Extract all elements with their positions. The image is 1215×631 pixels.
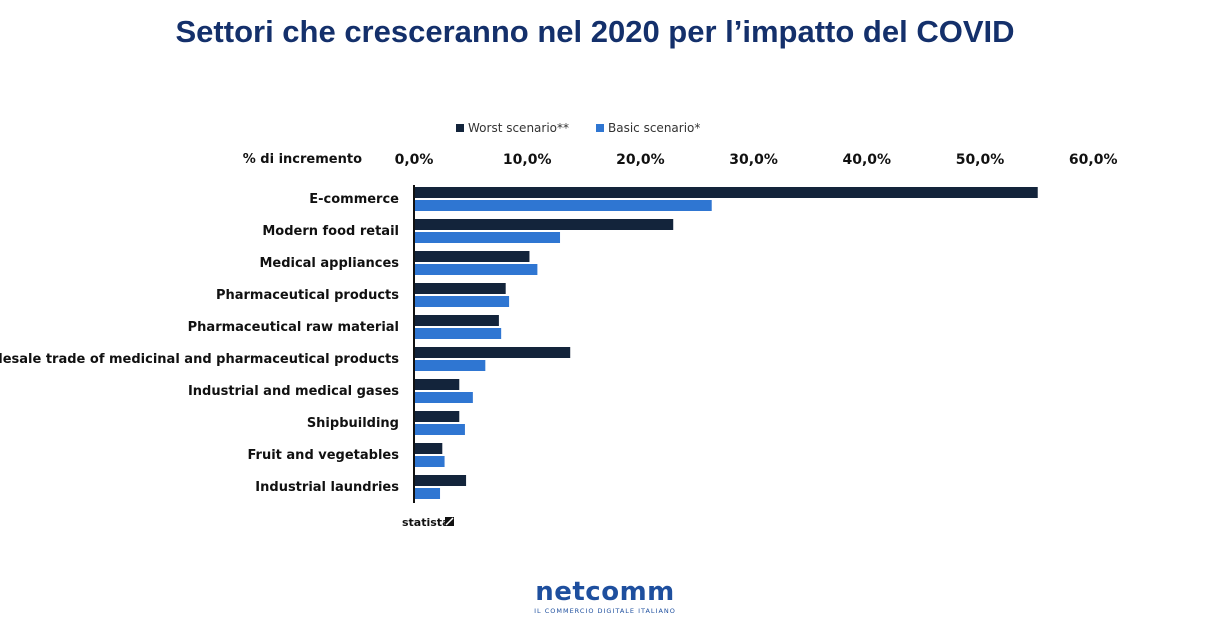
source-label: statista xyxy=(402,516,450,529)
bar-basic-scenario xyxy=(415,296,510,307)
category-label: Modern food retail xyxy=(262,224,399,239)
bar-basic-scenario xyxy=(415,392,473,403)
bar-basic-scenario xyxy=(415,360,486,371)
netcomm-logo: netcomm IL COMMERCIO DIGITALE ITALIANO xyxy=(520,578,690,616)
x-tick-label: 60,0% xyxy=(1069,152,1118,168)
bar-worst-scenario xyxy=(415,219,674,230)
logo-tagline: IL COMMERCIO DIGITALE ITALIANO xyxy=(534,607,676,615)
category-label: Fruit and vegetables xyxy=(248,448,400,463)
category-label: Industrial laundries xyxy=(255,480,399,495)
logo-wordmark: netcomm xyxy=(535,577,675,607)
category-label: Shipbuilding xyxy=(307,416,399,431)
legend-swatch-worst xyxy=(456,124,464,132)
x-tick-label: 40,0% xyxy=(843,152,892,168)
x-tick-label: 50,0% xyxy=(956,152,1005,168)
bar-worst-scenario xyxy=(415,187,1038,198)
bar-basic-scenario xyxy=(415,232,561,243)
bar-basic-scenario xyxy=(415,424,465,435)
category-label: Industrial and medical gases xyxy=(188,384,399,399)
x-tick-label: 0,0% xyxy=(395,152,434,168)
category-label: Medical appliances xyxy=(259,256,399,271)
x-tick-label: 10,0% xyxy=(503,152,552,168)
bar-worst-scenario xyxy=(415,379,460,390)
bar-basic-scenario xyxy=(415,456,445,467)
x-tick-label: 30,0% xyxy=(729,152,778,168)
category-label: Pharmaceutical raw material xyxy=(188,320,399,335)
bar-worst-scenario xyxy=(415,315,499,326)
bar-basic-scenario xyxy=(415,328,502,339)
bar-basic-scenario xyxy=(415,200,712,211)
bar-worst-scenario xyxy=(415,347,571,358)
x-tick-label: 20,0% xyxy=(616,152,665,168)
bar-worst-scenario xyxy=(415,443,443,454)
bar-worst-scenario xyxy=(415,475,467,486)
category-label: Pharmaceutical products xyxy=(216,288,399,303)
x-axis-title: % di incremento xyxy=(243,152,362,167)
bar-worst-scenario xyxy=(415,283,506,294)
category-label: E-commerce xyxy=(309,192,399,207)
bar-worst-scenario xyxy=(415,411,460,422)
legend-label-worst: Worst scenario** xyxy=(468,121,569,135)
legend-swatch-basic xyxy=(596,124,604,132)
bar-basic-scenario xyxy=(415,488,441,499)
bar-chart: Worst scenario** Basic scenario* % di incr… xyxy=(0,121,1118,529)
bar-basic-scenario xyxy=(415,264,538,275)
category-label: Wholesale trade of medicinal and pharmac… xyxy=(0,352,399,367)
bar-worst-scenario xyxy=(415,251,530,262)
page-title: Settori che cresceranno nel 2020 per l’i… xyxy=(175,14,1015,49)
legend-label-basic: Basic scenario* xyxy=(608,121,700,135)
statista-icon-slash xyxy=(445,517,454,526)
